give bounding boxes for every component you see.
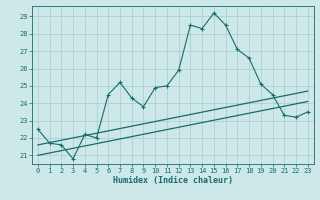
X-axis label: Humidex (Indice chaleur): Humidex (Indice chaleur) xyxy=(113,176,233,185)
